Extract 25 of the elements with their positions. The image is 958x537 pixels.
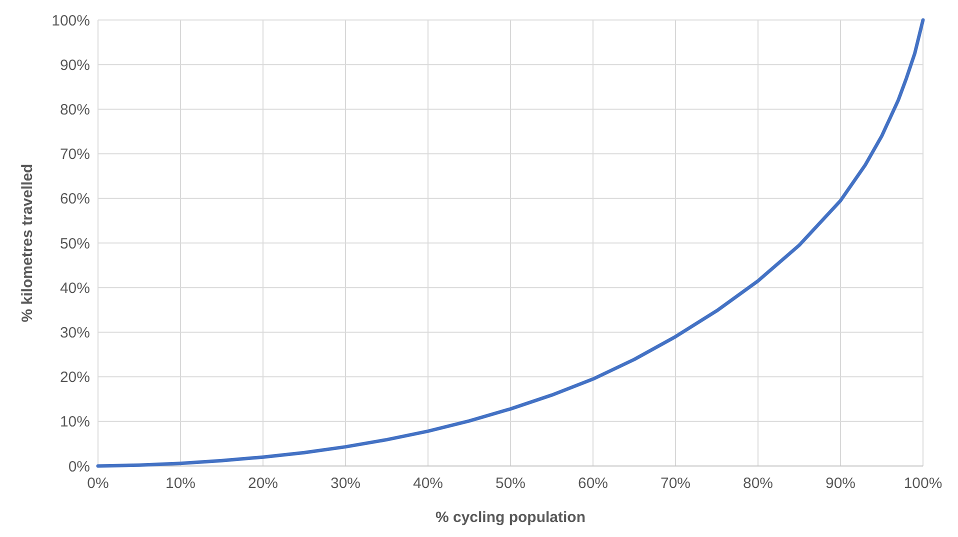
x-tick-label: 60% (578, 475, 608, 492)
x-tick-label: 30% (330, 475, 361, 492)
y-tick-label: 50% (60, 235, 90, 252)
x-axis-title: % cycling population (435, 509, 586, 526)
y-tick-label: 100% (52, 12, 90, 30)
x-tick-label: 70% (660, 475, 691, 492)
y-tick-label: 20% (60, 369, 90, 386)
y-tick-label: 80% (60, 101, 90, 118)
x-tick-label: 50% (495, 475, 526, 492)
y-tick-label: 10% (60, 414, 90, 431)
x-tick-label: 40% (412, 475, 444, 492)
x-tick-label: 80% (742, 475, 774, 492)
y-tick-label: 90% (60, 56, 90, 74)
x-tick-label: 90% (825, 475, 856, 492)
x-tick-label: 20% (248, 475, 278, 492)
x-tick-label: 0% (87, 475, 109, 492)
x-tick-label: 10% (165, 475, 196, 492)
y-axis-title: % kilometres travelled (19, 164, 36, 322)
line-series (96, 18, 925, 468)
y-tick-label: 70% (60, 146, 90, 164)
y-tick-label: 0% (68, 458, 90, 476)
x-tick-label: 100% (904, 475, 942, 492)
y-tick-label: 40% (60, 280, 90, 297)
y-tick-label: 60% (60, 190, 90, 208)
y-tick-label: 30% (60, 324, 90, 342)
